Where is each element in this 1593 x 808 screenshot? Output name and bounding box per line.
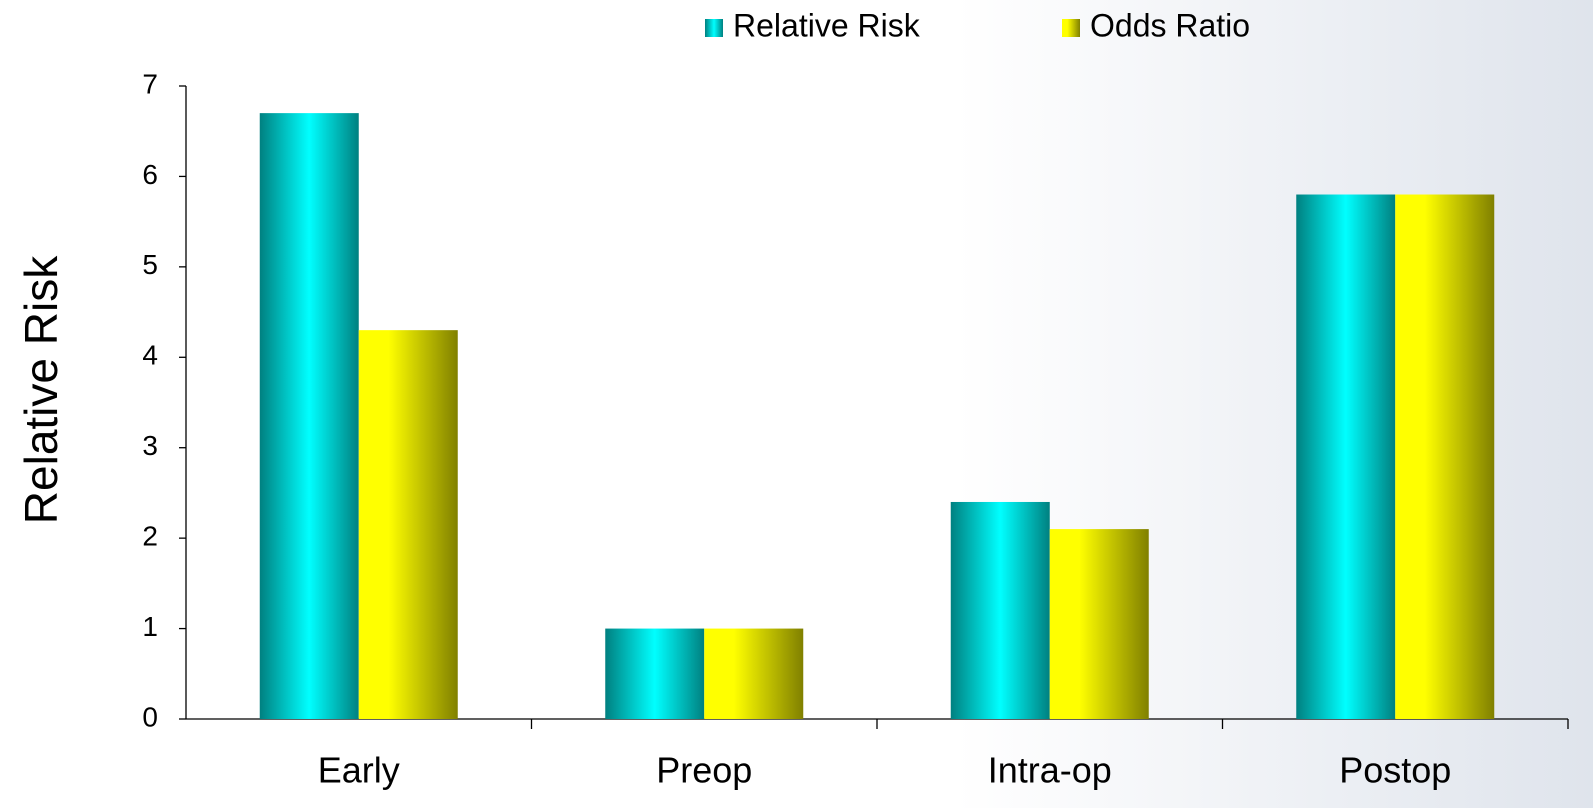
y-tick-label: 5 (142, 249, 158, 280)
bar (1395, 194, 1495, 719)
bar (358, 330, 458, 719)
legend-swatch (705, 19, 723, 37)
y-axis-label: Relative Risk (15, 255, 67, 524)
y-tick-label: 1 (142, 611, 158, 642)
bar (605, 628, 705, 719)
x-tick-label: Preop (656, 750, 752, 791)
bar (1049, 529, 1149, 719)
legend-label: Odds Ratio (1090, 7, 1250, 43)
bar (1296, 194, 1396, 719)
x-tick-label: Postop (1339, 750, 1451, 791)
bar (950, 501, 1050, 719)
legend-label: Relative Risk (733, 7, 921, 43)
y-tick-label: 0 (142, 701, 158, 732)
y-tick-label: 6 (142, 159, 158, 190)
bar (259, 113, 359, 720)
bar (704, 628, 804, 719)
y-tick-label: 2 (142, 521, 158, 552)
legend-swatch (1062, 19, 1080, 37)
x-tick-label: Early (318, 750, 400, 791)
x-tick-label: Intra-op (988, 750, 1112, 791)
y-tick-label: 4 (142, 340, 158, 371)
y-tick-label: 3 (142, 430, 158, 461)
y-tick-label: 7 (142, 68, 158, 99)
